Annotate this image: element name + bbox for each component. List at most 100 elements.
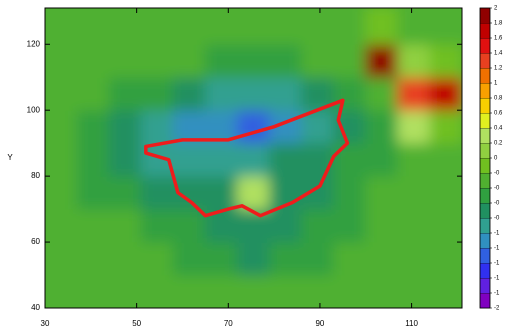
x-tick-label: 90: [315, 319, 324, 328]
field-cell: [365, 275, 398, 309]
field-cell: [397, 176, 430, 210]
field-cell: [365, 8, 398, 45]
colorbar-tick-label: 0.4: [494, 126, 503, 132]
field-cell: [45, 143, 78, 177]
colorbar-tick-label: -1: [494, 246, 500, 252]
colorbar-tick-label: -2: [494, 306, 500, 312]
colorbar-band: [480, 218, 490, 233]
colorbar-band: [480, 53, 490, 68]
field-cell: [429, 275, 462, 309]
field-cell: [301, 242, 334, 276]
field-cell: [141, 8, 174, 45]
field-cell: [141, 275, 174, 309]
field-cell: [77, 176, 110, 210]
colorbar-tick-label: -0: [494, 171, 500, 177]
field-cell: [173, 242, 206, 276]
field-cell: [237, 242, 270, 276]
field-cell: [77, 44, 110, 78]
field-cell: [301, 44, 334, 78]
field-cell: [237, 44, 270, 78]
field-cell: [205, 176, 238, 210]
field-cell: [429, 176, 462, 210]
y-tick-label: 100: [27, 105, 41, 114]
field-cell: [397, 8, 430, 45]
field-cell: [45, 8, 78, 45]
field-cell: [237, 8, 270, 45]
field-cell: [205, 8, 238, 45]
field-cell: [333, 275, 366, 309]
field-cell: [45, 44, 78, 78]
field-cell: [141, 110, 174, 144]
x-tick-label: 110: [405, 319, 418, 328]
field-cell: [237, 77, 270, 111]
field-cell: [365, 242, 398, 276]
field-cell: [173, 44, 206, 78]
field-cell: [429, 8, 462, 45]
colorbar-band: [480, 113, 490, 128]
y-tick-label: 80: [31, 171, 40, 180]
field-cell: [365, 143, 398, 177]
field-cell: [109, 209, 142, 243]
x-tick-label: 30: [41, 319, 50, 328]
field-cell: [333, 209, 366, 243]
colorbar-tick-label: 1: [494, 81, 498, 87]
y-tick-label: 40: [31, 303, 40, 312]
colorbar-band: [480, 293, 490, 308]
field-cell: [333, 8, 366, 45]
field-cell: [269, 209, 302, 243]
field-cell: [45, 242, 78, 276]
field-cell: [397, 275, 430, 309]
field-cell: [429, 143, 462, 177]
field-cell: [397, 242, 430, 276]
field-cell: [173, 143, 206, 177]
field-cell: [45, 77, 78, 111]
field-cell: [77, 143, 110, 177]
field-cell: [109, 77, 142, 111]
field-cell: [173, 77, 206, 111]
field-cell: [429, 44, 462, 78]
colorbar-band: [480, 278, 490, 293]
colorbar-tick-label: -1: [494, 291, 500, 297]
field-cell: [141, 176, 174, 210]
colorbar-tick-label: 0: [494, 156, 498, 162]
field-cell: [237, 110, 270, 144]
field-cell: [301, 209, 334, 243]
field-cell: [109, 176, 142, 210]
colorbar-tick-label: 1.8: [494, 21, 503, 27]
field-cell: [205, 143, 238, 177]
field-cell: [109, 44, 142, 78]
colorbar-band: [480, 98, 490, 113]
field-cell: [77, 209, 110, 243]
colorbar-tick-label: -0: [494, 216, 500, 222]
field-cell: [269, 143, 302, 177]
field-cell: [205, 275, 238, 309]
colorbar-tick-label: 1.6: [494, 36, 503, 42]
field-cell: [269, 8, 302, 45]
field-cell: [397, 77, 430, 111]
field-cell: [237, 143, 270, 177]
colorbar-band: [480, 263, 490, 278]
colorbar-tick-label: 0.6: [494, 111, 503, 117]
field-cell: [365, 209, 398, 243]
field-cell: [77, 110, 110, 144]
field-cell: [77, 275, 110, 309]
colorbar-tick-label: -1: [494, 276, 500, 282]
y-tick-label: 60: [31, 237, 40, 246]
field-cell: [141, 209, 174, 243]
field-cell: [333, 44, 366, 78]
field-cell: [77, 8, 110, 45]
field-cell: [269, 77, 302, 111]
colorbar-band: [480, 173, 490, 188]
colorbar-band: [480, 203, 490, 218]
colorbar-tick-label: 2: [494, 6, 498, 12]
colorbar-tick-label: 1.2: [494, 66, 503, 72]
colorbar-band: [480, 128, 490, 143]
field-cell: [109, 143, 142, 177]
field-cell: [333, 77, 366, 111]
field-cell: [429, 110, 462, 144]
colorbar-band: [480, 248, 490, 263]
field-cell: [141, 242, 174, 276]
field-cell: [141, 44, 174, 78]
field-cells: [25, 0, 482, 328]
colorbar-band: [480, 188, 490, 203]
